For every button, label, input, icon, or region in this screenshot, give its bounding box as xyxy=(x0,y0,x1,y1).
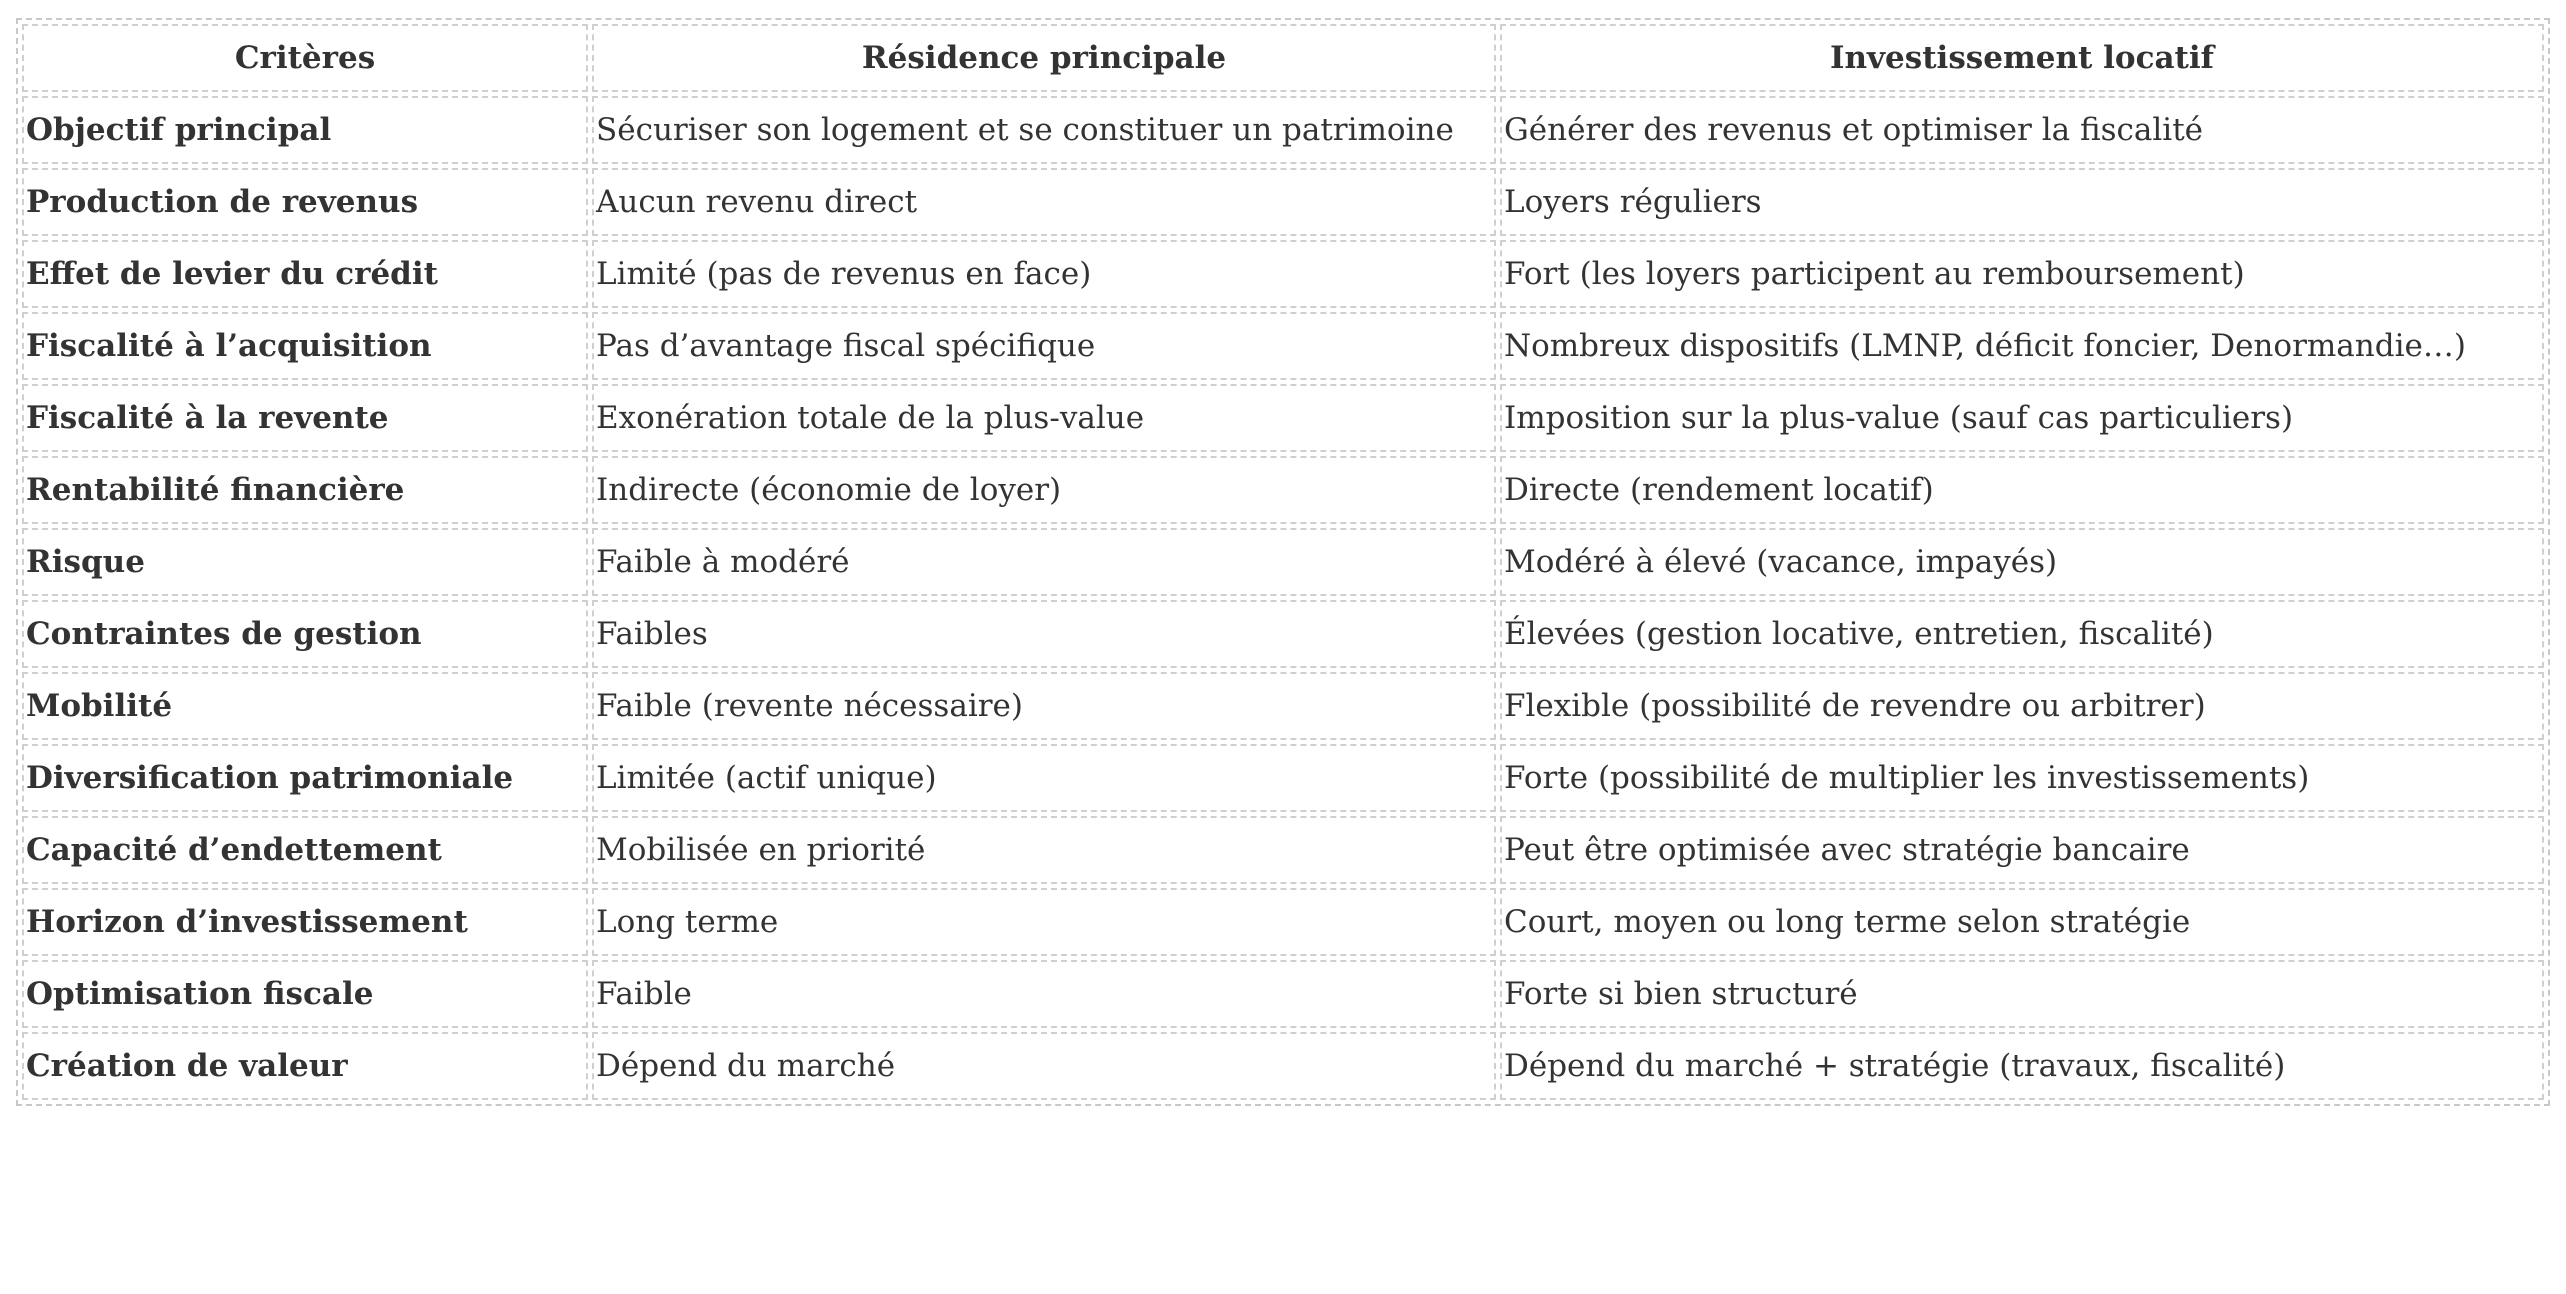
rental-investment-cell: Court, moyen ou long terme selon stratég… xyxy=(1500,888,2544,956)
criteria-cell: Production de revenus xyxy=(22,168,588,236)
criteria-cell: Rentabilité financière xyxy=(22,456,588,524)
primary-residence-cell: Mobilisée en priorité xyxy=(592,816,1496,884)
primary-residence-cell: Long terme xyxy=(592,888,1496,956)
rental-investment-cell: Imposition sur la plus-value (sauf cas p… xyxy=(1500,384,2544,452)
table-row: Fiscalité à la revente Exonération totale… xyxy=(22,384,2544,452)
primary-residence-cell: Faible xyxy=(592,960,1496,1028)
rental-investment-cell: Directe (rendement locatif) xyxy=(1500,456,2544,524)
criteria-cell: Optimisation fiscale xyxy=(22,960,588,1028)
primary-residence-cell: Indirecte (économie de loyer) xyxy=(592,456,1496,524)
criteria-cell: Horizon d’investissement xyxy=(22,888,588,956)
criteria-cell: Mobilité xyxy=(22,672,588,740)
rental-investment-cell: Générer des revenus et optimiser la fisc… xyxy=(1500,96,2544,164)
rental-investment-cell: Flexible (possibilité de revendre ou arb… xyxy=(1500,672,2544,740)
table-row: Mobilité Faible (revente nécessaire) Flexi… xyxy=(22,672,2544,740)
criteria-cell: Fiscalité à la revente xyxy=(22,384,588,452)
criteria-cell: Diversification patrimoniale xyxy=(22,744,588,812)
criteria-cell: Risque xyxy=(22,528,588,596)
table-row: Fiscalité à l’acquisition Pas d’avantage … xyxy=(22,312,2544,380)
rental-investment-cell: Forte (possibilité de multiplier les inv… xyxy=(1500,744,2544,812)
rental-investment-cell: Nombreux dispositifs (LMNP, déficit fonc… xyxy=(1500,312,2544,380)
criteria-cell: Fiscalité à l’acquisition xyxy=(22,312,588,380)
criteria-cell: Capacité d’endettement xyxy=(22,816,588,884)
table-row: Horizon d’investissement Long terme Court,… xyxy=(22,888,2544,956)
primary-residence-cell: Faibles xyxy=(592,600,1496,668)
table-row: Contraintes de gestion Faibles Élevées (ge… xyxy=(22,600,2544,668)
table-row: Risque Faible à modéré Modéré à élevé (vac… xyxy=(22,528,2544,596)
criteria-cell: Objectif principal xyxy=(22,96,588,164)
table-row: Effet de levier du crédit Limité (pas de … xyxy=(22,240,2544,308)
comparison-table: Critères Résidence principale Investisse… xyxy=(16,18,2550,1106)
rental-investment-cell: Dépend du marché + stratégie (travaux, f… xyxy=(1500,1032,2544,1100)
primary-residence-cell: Aucun revenu direct xyxy=(592,168,1496,236)
rental-investment-cell: Forte si bien structuré xyxy=(1500,960,2544,1028)
rental-investment-cell: Peut être optimisée avec stratégie banca… xyxy=(1500,816,2544,884)
criteria-cell: Contraintes de gestion xyxy=(22,600,588,668)
criteria-cell: Effet de levier du crédit xyxy=(22,240,588,308)
rental-investment-cell: Fort (les loyers participent au rembours… xyxy=(1500,240,2544,308)
table-row: Rentabilité financière Indirecte (économi… xyxy=(22,456,2544,524)
primary-residence-cell: Limitée (actif unique) xyxy=(592,744,1496,812)
primary-residence-cell: Limité (pas de revenus en face) xyxy=(592,240,1496,308)
comparison-table-container: Critères Résidence principale Investisse… xyxy=(16,18,2550,1106)
header-criteria: Critères xyxy=(22,24,588,92)
primary-residence-cell: Pas d’avantage fiscal spécifique xyxy=(592,312,1496,380)
primary-residence-cell: Exonération totale de la plus-value xyxy=(592,384,1496,452)
primary-residence-cell: Faible (revente nécessaire) xyxy=(592,672,1496,740)
primary-residence-cell: Sécuriser son logement et se constituer … xyxy=(592,96,1496,164)
table-row: Production de revenus Aucun revenu direct… xyxy=(22,168,2544,236)
primary-residence-cell: Dépend du marché xyxy=(592,1032,1496,1100)
header-primary-residence: Résidence principale xyxy=(592,24,1496,92)
criteria-cell: Création de valeur xyxy=(22,1032,588,1100)
table-row: Optimisation fiscale Faible Forte si bien … xyxy=(22,960,2544,1028)
table-row: Diversification patrimoniale Limitée (act… xyxy=(22,744,2544,812)
header-rental-investment: Investissement locatif xyxy=(1500,24,2544,92)
rental-investment-cell: Modéré à élevé (vacance, impayés) xyxy=(1500,528,2544,596)
rental-investment-cell: Loyers réguliers xyxy=(1500,168,2544,236)
table-row: Capacité d’endettement Mobilisée en prior… xyxy=(22,816,2544,884)
table-row: Création de valeur Dépend du marché Dépend… xyxy=(22,1032,2544,1100)
table-row: Objectif principal Sécuriser son logement… xyxy=(22,96,2544,164)
primary-residence-cell: Faible à modéré xyxy=(592,528,1496,596)
header-row: Critères Résidence principale Investisse… xyxy=(22,24,2544,92)
rental-investment-cell: Élevées (gestion locative, entretien, fi… xyxy=(1500,600,2544,668)
